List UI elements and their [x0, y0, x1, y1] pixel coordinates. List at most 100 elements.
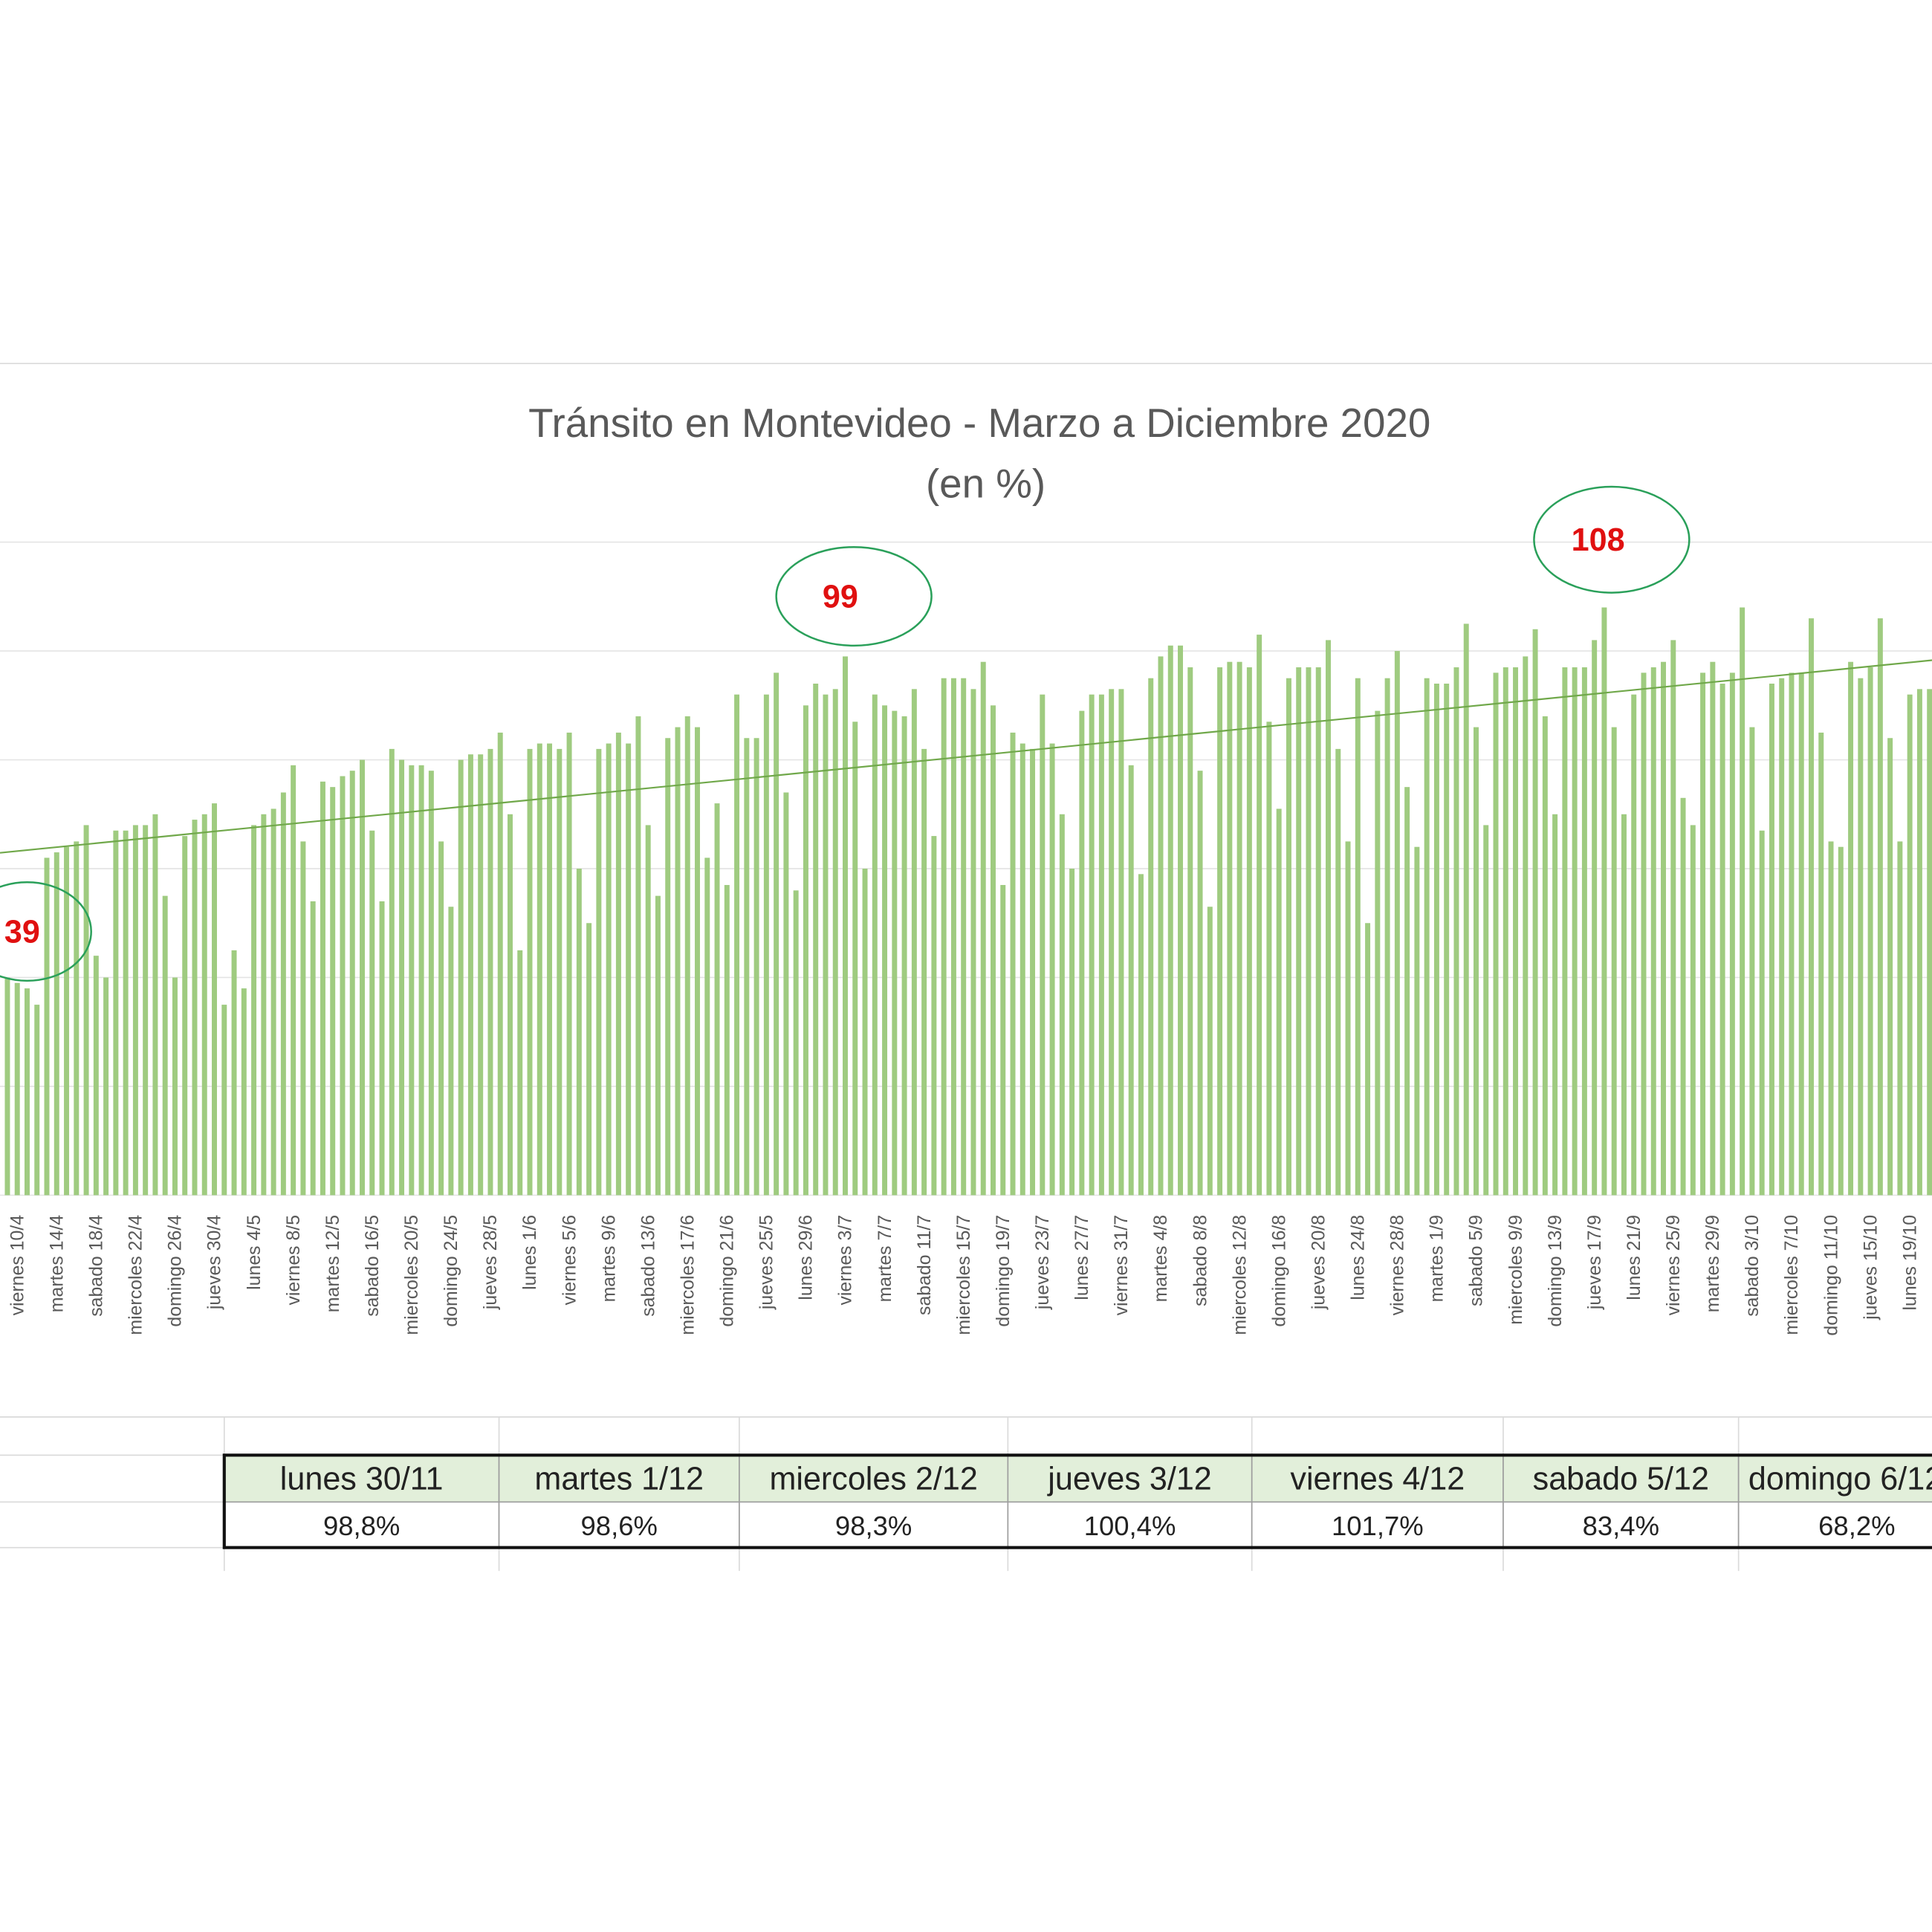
bar: [1789, 672, 1795, 1196]
bar: [270, 808, 276, 1196]
bar: [1897, 841, 1903, 1196]
bar: [980, 661, 986, 1196]
bar: [832, 689, 838, 1196]
bar: [1315, 667, 1321, 1196]
bar: [1306, 667, 1312, 1196]
x-tick-label: miercoles 12/8: [1229, 1215, 1250, 1335]
x-tick-label: miercoles 9/9: [1505, 1215, 1526, 1325]
x-tick-label: lunes 19/10: [1899, 1215, 1920, 1311]
bar: [1236, 661, 1242, 1196]
x-tick-label: jueves 17/9: [1584, 1215, 1605, 1310]
bar: [143, 825, 149, 1196]
bar: [1513, 667, 1519, 1196]
bar: [557, 748, 563, 1196]
x-tick-label: martes 9/6: [598, 1215, 619, 1302]
bar: [872, 694, 878, 1196]
x-tick-label: sabado 3/10: [1742, 1215, 1763, 1317]
bar: [950, 678, 956, 1196]
x-tick-label: martes 29/9: [1702, 1215, 1723, 1312]
bar: [941, 678, 947, 1196]
bar: [1719, 684, 1725, 1196]
x-tick-label: domingo 16/8: [1268, 1215, 1289, 1327]
x-tick-label: sabado 16/5: [362, 1215, 383, 1317]
bar: [487, 748, 493, 1196]
x-tick-label: miercoles 17/6: [677, 1215, 698, 1335]
bar: [1138, 874, 1144, 1196]
header-text: sabado 5/12: [1533, 1462, 1709, 1497]
bar: [1867, 667, 1873, 1196]
value-text: 100,4%: [1084, 1511, 1176, 1541]
bar: [1779, 678, 1785, 1196]
plot: viernes 10/4 martes 14/4 sabado 18/4 mierco…: [0, 485, 1932, 1336]
bar: [1326, 640, 1331, 1196]
bar: [1532, 629, 1538, 1196]
bar: [54, 852, 59, 1196]
bar: [1769, 684, 1774, 1196]
bar: [547, 743, 553, 1196]
bar: [1473, 727, 1479, 1196]
bar: [892, 710, 898, 1196]
bar: [1877, 618, 1883, 1196]
x-tick-label: lunes 4/5: [244, 1215, 265, 1290]
bar: [1572, 667, 1578, 1196]
value-cell: [1503, 1501, 1740, 1549]
x-tick-label: viernes 5/6: [559, 1215, 580, 1306]
bar: [675, 727, 681, 1196]
value-cell: [1007, 1501, 1253, 1549]
x-tick-label: lunes 1/6: [519, 1215, 540, 1290]
bar: [310, 901, 316, 1196]
bar: [1444, 684, 1450, 1196]
header-text: martes 1/12: [534, 1462, 704, 1497]
bar: [1611, 727, 1617, 1196]
bar: [389, 748, 395, 1196]
x-tick-label: jueves 25/5: [756, 1215, 777, 1310]
bar: [409, 765, 415, 1196]
bar: [1887, 738, 1893, 1196]
bar: [1858, 678, 1864, 1196]
bar: [1079, 710, 1085, 1196]
table-border: [222, 1453, 1932, 1549]
bar: [1355, 678, 1361, 1196]
bar: [1483, 825, 1489, 1196]
bar: [1187, 667, 1193, 1196]
bar: [1010, 732, 1016, 1196]
x-tick-label: miercoles 22/4: [126, 1215, 146, 1335]
bar: [1798, 672, 1804, 1196]
x-tick-label: lunes 21/9: [1624, 1215, 1644, 1300]
bar: [1700, 672, 1706, 1196]
x-tick-label: lunes 29/6: [796, 1215, 817, 1300]
bar: [901, 716, 907, 1196]
x-tick-label: sabado 13/6: [638, 1215, 658, 1317]
x-tick-label: viernes 25/9: [1663, 1215, 1684, 1315]
x-tick-label: viernes 8/5: [283, 1215, 304, 1306]
x-tick-label: domingo 26/4: [165, 1215, 186, 1327]
bar: [1207, 907, 1213, 1196]
bar: [1030, 748, 1036, 1196]
bar: [1690, 825, 1696, 1196]
x-tick-label: martes 7/7: [875, 1215, 895, 1302]
header-cell: [1007, 1454, 1253, 1503]
bar: [251, 825, 257, 1196]
bar: [399, 759, 405, 1196]
bar: [813, 684, 819, 1196]
bar: [1069, 869, 1075, 1196]
bar: [1552, 814, 1558, 1196]
bar: [1650, 667, 1656, 1196]
x-tick-label: sabado 5/9: [1466, 1215, 1487, 1306]
x-tick-label: jueves 23/7: [1032, 1215, 1053, 1310]
bar: [418, 765, 424, 1196]
header-text: viernes 4/12: [1290, 1462, 1465, 1497]
bar: [172, 977, 178, 1196]
bar: [704, 858, 710, 1196]
bar: [340, 776, 346, 1196]
bar: [744, 738, 750, 1196]
bar: [1542, 716, 1548, 1196]
header-cell: [498, 1454, 740, 1503]
x-tick-label: viernes 28/8: [1387, 1215, 1408, 1315]
bar: [1227, 661, 1233, 1196]
bar: [783, 792, 789, 1196]
x-tick-label: domingo 19/7: [993, 1215, 1014, 1327]
bar: [1257, 635, 1262, 1196]
bar: [517, 950, 523, 1196]
